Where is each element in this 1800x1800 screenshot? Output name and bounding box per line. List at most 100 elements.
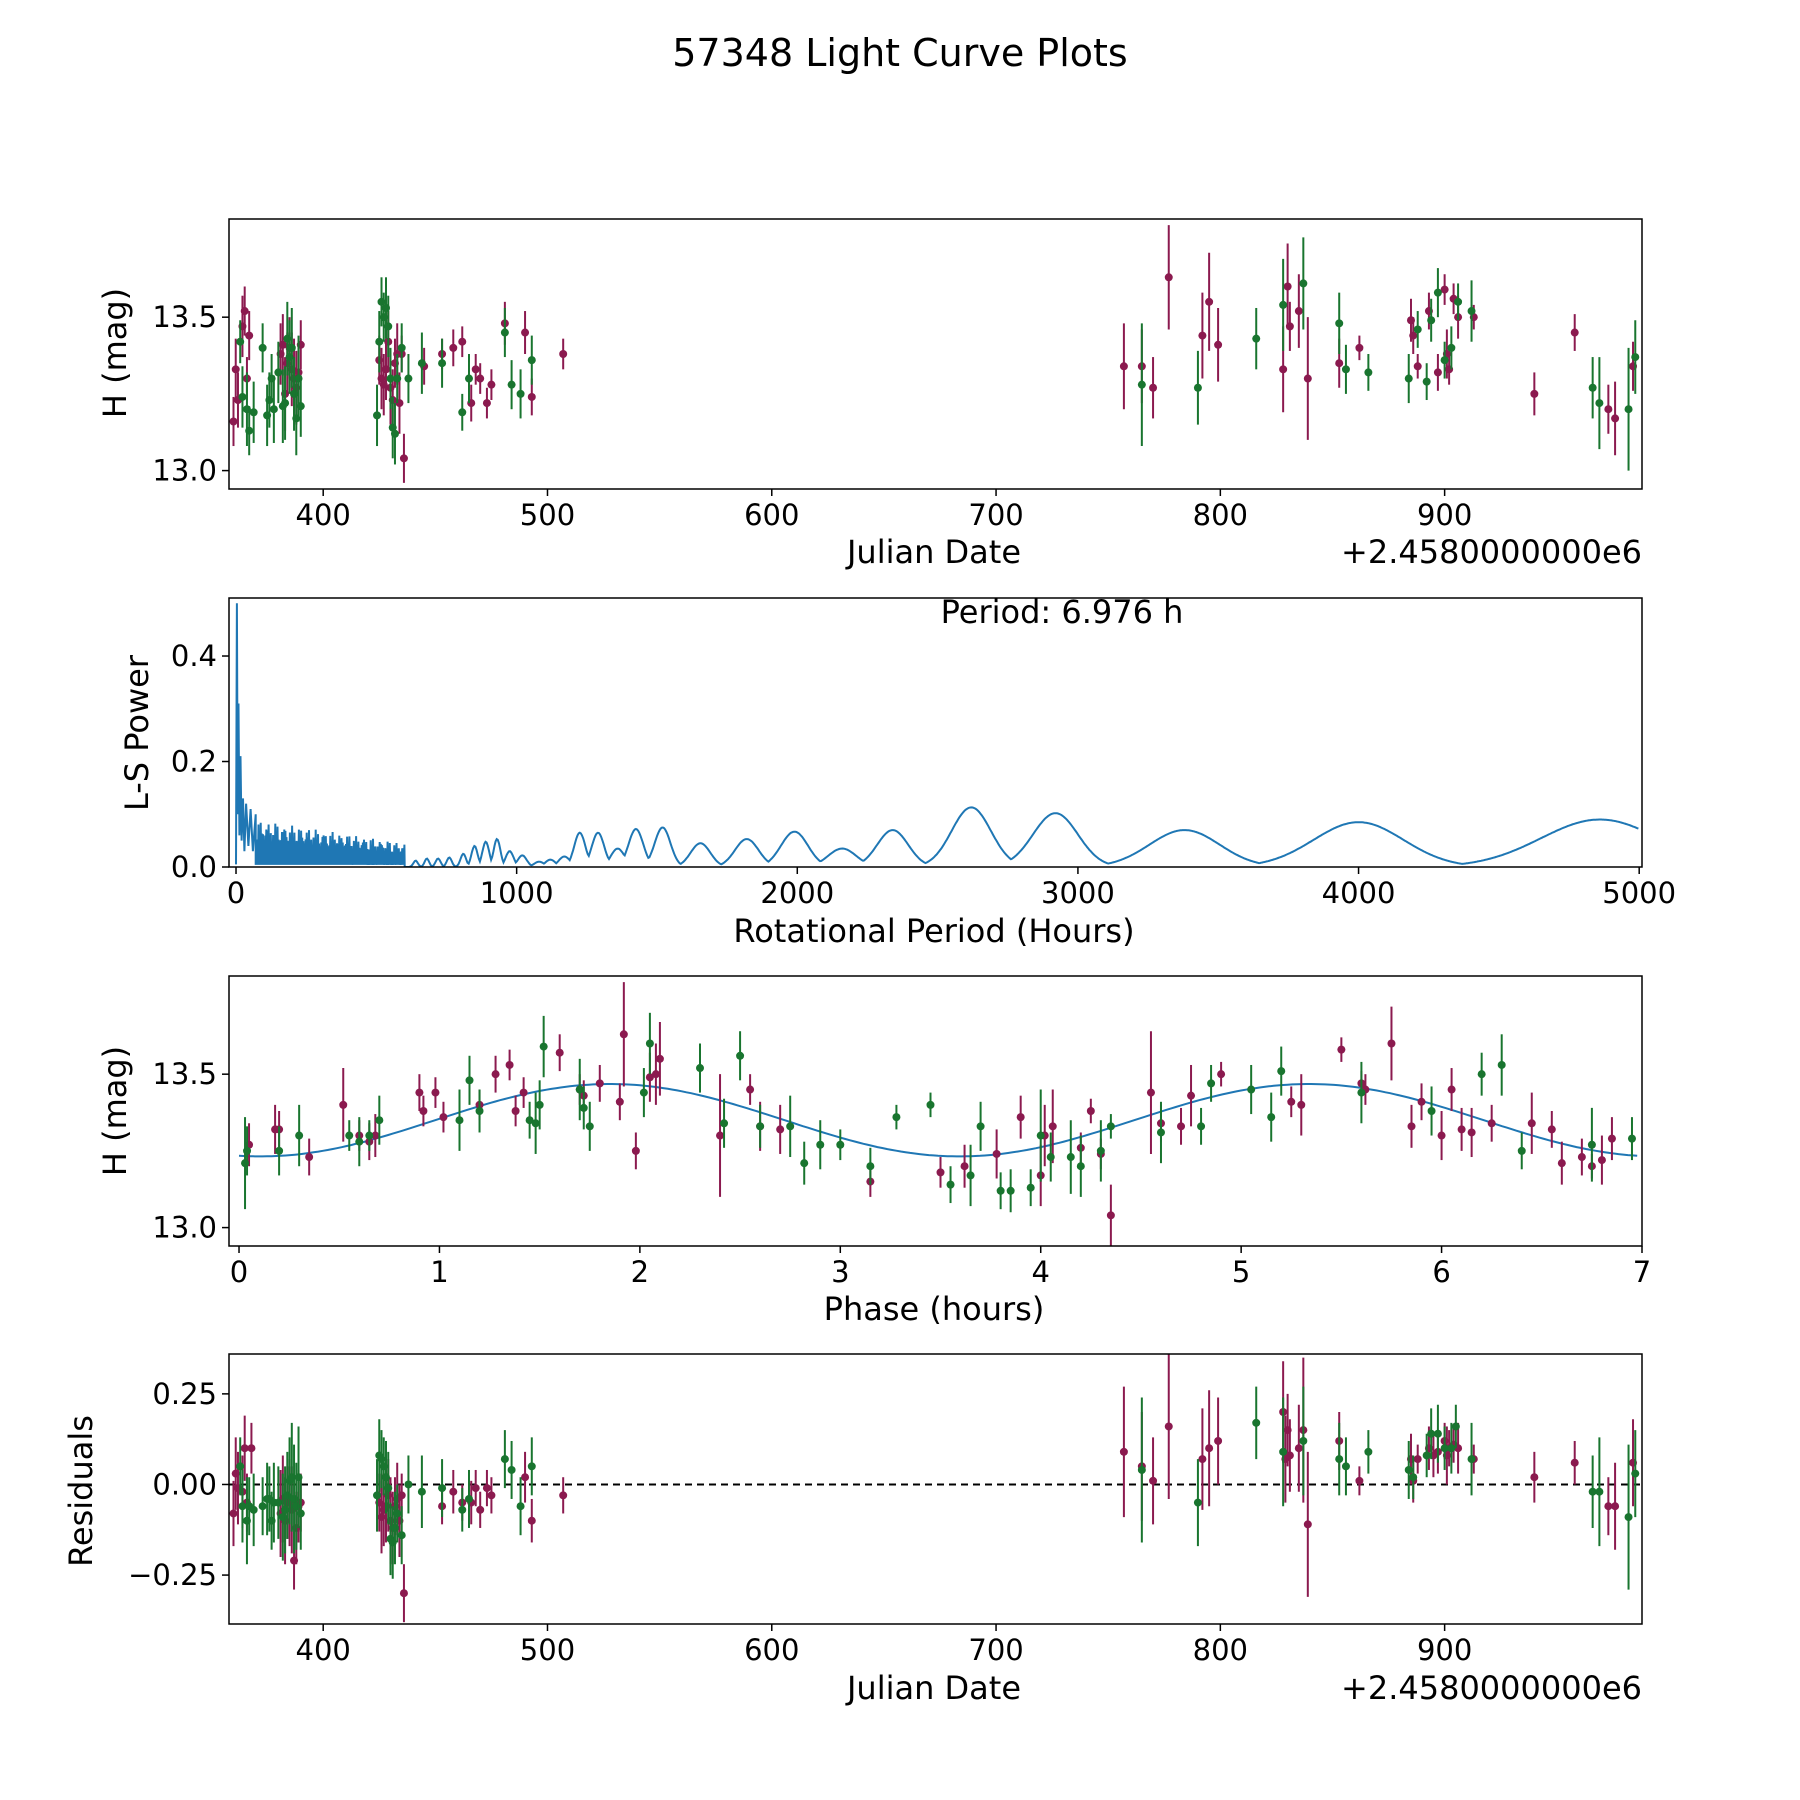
residuals-point — [296, 1509, 305, 1518]
lightcurve-point — [238, 392, 247, 401]
phase-point — [1096, 1146, 1105, 1155]
residuals-point — [1422, 1451, 1431, 1460]
phase-point — [776, 1125, 785, 1134]
residuals-xtick-label: 900 — [1417, 1633, 1472, 1667]
phase-point — [960, 1162, 969, 1171]
periodogram-xtick-label: 2000 — [760, 876, 834, 910]
phase-point — [371, 1131, 380, 1140]
phase-ytick-label: 13.5 — [152, 1057, 217, 1091]
phase-point — [645, 1073, 654, 1082]
residuals-point — [238, 1502, 247, 1511]
residuals-point — [274, 1498, 283, 1507]
phase-point — [1277, 1067, 1286, 1076]
lightcurve-point — [516, 389, 525, 398]
residuals-point — [1193, 1498, 1202, 1507]
residuals-point — [1205, 1444, 1214, 1453]
lightcurve-point — [399, 454, 408, 463]
residuals-point — [1252, 1418, 1261, 1427]
lightcurve-point — [1588, 383, 1597, 392]
residuals-point — [500, 1455, 509, 1464]
phase-point — [305, 1153, 314, 1162]
residuals-point — [404, 1480, 413, 1489]
residuals-point — [1631, 1469, 1640, 1478]
lightcurve-ytick-label: 13.5 — [152, 300, 217, 334]
lightcurve-point — [373, 411, 382, 420]
lightcurve-point — [1440, 285, 1449, 294]
lightcurve-point — [1137, 380, 1146, 389]
phase-point — [1597, 1156, 1606, 1165]
phase-point — [936, 1168, 945, 1177]
phase-xtick-label: 2 — [631, 1255, 649, 1289]
phase-point — [1036, 1131, 1045, 1140]
phase-point — [966, 1171, 975, 1180]
lightcurve-point — [1467, 307, 1476, 316]
phase-point — [1187, 1091, 1196, 1100]
lightcurve-point — [1595, 399, 1604, 408]
phase-point — [1517, 1146, 1526, 1155]
periodogram-xtick-label: 1000 — [480, 876, 554, 910]
lightcurve-point — [527, 356, 536, 365]
phase-point — [1267, 1113, 1276, 1122]
phase-point — [415, 1088, 424, 1097]
lightcurve-point — [281, 399, 290, 408]
lightcurve-xlabel: Julian Date — [845, 533, 1021, 571]
lightcurve-ytick-label: 13.0 — [152, 454, 217, 488]
lightcurve-point — [1413, 325, 1422, 334]
lightcurve-point — [1299, 279, 1308, 288]
lightcurve-point — [1413, 362, 1422, 371]
residuals-point — [1427, 1429, 1436, 1438]
phase-point — [716, 1131, 725, 1140]
residuals-point — [1303, 1520, 1312, 1529]
residuals-point — [438, 1484, 447, 1493]
residuals-point — [1364, 1447, 1373, 1456]
lightcurve-plot-area — [229, 225, 1640, 483]
residuals-point — [527, 1462, 536, 1471]
lightcurve-point — [500, 328, 509, 337]
phase-point — [375, 1116, 384, 1125]
phase-fit-line — [238, 1083, 1638, 1158]
residuals-panel: Julian Date Residuals +2.4580000000e6 40… — [62, 1353, 1643, 1707]
phase-point — [1066, 1153, 1075, 1162]
phase-point — [1387, 1039, 1396, 1048]
phase-point — [1417, 1097, 1426, 1106]
lightcurve-point — [1631, 353, 1640, 362]
lightcurve-point — [1427, 316, 1436, 325]
lightcurve-frame — [228, 218, 1643, 490]
lightcurve-point — [229, 417, 238, 426]
periodogram-xtick-label: 3000 — [1041, 876, 1115, 910]
residuals-x-offset: +2.4580000000e6 — [1341, 1669, 1642, 1707]
phase-point — [295, 1131, 304, 1140]
lightcurve-point — [393, 374, 402, 383]
residuals-point — [1119, 1447, 1128, 1456]
lightcurve-point — [245, 331, 254, 340]
phase-xtick-label: 7 — [1633, 1255, 1651, 1289]
lightcurve-xtick-label: 500 — [520, 498, 575, 532]
lightcurve-point — [1283, 282, 1292, 291]
residuals-point — [1409, 1473, 1418, 1482]
residuals-ylabel: Residuals — [62, 1415, 100, 1567]
phase-point — [1297, 1100, 1306, 1109]
phase-point — [1247, 1085, 1256, 1094]
phase-point — [866, 1162, 875, 1171]
lightcurve-xtick-label: 900 — [1417, 498, 1472, 532]
residuals-point — [449, 1487, 458, 1496]
residuals-xlabel: Julian Date — [845, 1669, 1021, 1707]
phase-point — [1006, 1186, 1015, 1195]
phase-point — [1497, 1060, 1506, 1069]
lightcurve-point — [1409, 331, 1418, 340]
periodogram-xtick-label: 0 — [227, 876, 245, 910]
residuals-point — [1137, 1465, 1146, 1474]
lightcurve-panel: Julian Date H (mag) +2.4580000000e6 400 5… — [96, 218, 1643, 571]
lightcurve-x-offset: +2.4580000000e6 — [1341, 533, 1642, 571]
phase-point — [1337, 1045, 1346, 1054]
lightcurve-xtick-label: 800 — [1193, 498, 1248, 532]
lightcurve-point — [404, 374, 413, 383]
lightcurve-point — [521, 328, 530, 337]
lightcurve-point — [476, 374, 485, 383]
lightcurve-point — [1205, 297, 1214, 306]
lightcurve-point — [1335, 319, 1344, 328]
lightcurve-point — [1193, 383, 1202, 392]
phase-point — [696, 1064, 704, 1073]
phase-xlabel: Phase (hours) — [824, 1290, 1045, 1328]
residuals-point — [1214, 1436, 1223, 1445]
